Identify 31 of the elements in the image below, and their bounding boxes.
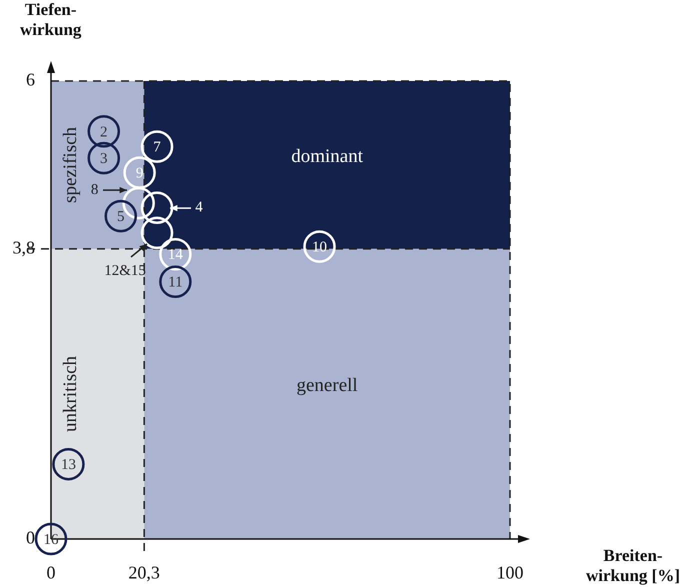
point <box>140 191 174 224</box>
x-tick-label: 20,3 <box>128 562 160 583</box>
annotation: 9 <box>136 166 144 182</box>
point <box>88 115 120 148</box>
point <box>88 142 120 174</box>
point <box>123 156 156 189</box>
y-tick-label: 3,8 <box>12 238 35 258</box>
annotation: 8 <box>90 182 98 198</box>
point <box>122 186 155 220</box>
point <box>140 130 174 163</box>
annotation: 4 <box>195 200 204 216</box>
y-tick-label: 6 <box>26 70 35 90</box>
annotation: 11 <box>168 274 183 291</box>
annotation: 7 <box>153 140 162 156</box>
annotation: 3 <box>100 151 108 168</box>
annotation: 5 <box>117 209 125 226</box>
annotation: 2 <box>100 124 108 140</box>
x-tick-label: 0 <box>46 562 56 583</box>
x-tick-label: 100 <box>496 562 524 583</box>
band-label: spezifisch <box>60 126 81 203</box>
y-tick-label: 0 <box>26 528 35 548</box>
annotation: 13 <box>60 457 76 474</box>
annotation: 12&15 <box>104 262 146 279</box>
annotation: 16 <box>44 532 59 548</box>
point <box>104 200 138 232</box>
point <box>140 216 174 250</box>
band-label: unkritisch <box>60 355 81 432</box>
band-label: generell <box>296 374 358 396</box>
x-axis-title: Breiten- wirkung [%] <box>586 546 680 586</box>
y-axis-title: Tiefen- wirkung <box>20 0 82 40</box>
band-label: dominant <box>291 146 364 167</box>
